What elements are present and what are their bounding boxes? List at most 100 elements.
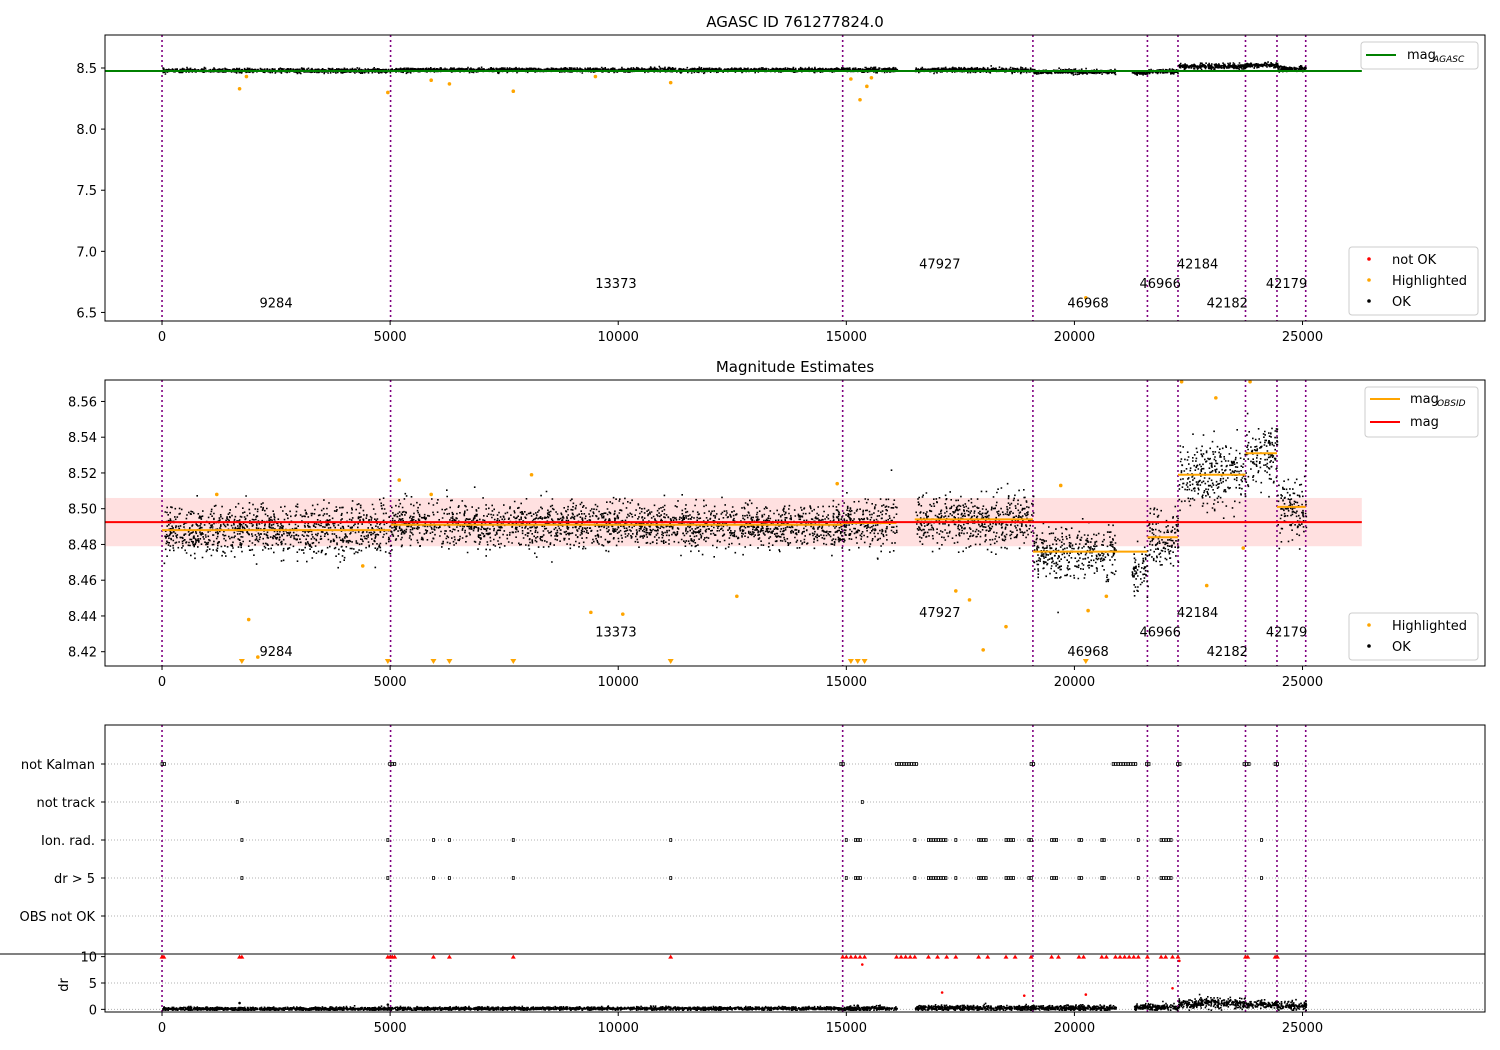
panel1-ytick-label: 7.0 (76, 245, 97, 260)
panel3-dr-clipped-marker (935, 954, 941, 959)
panel3-dr-clipped-marker (898, 954, 904, 959)
panel2-ytick-label: 8.56 (68, 395, 97, 410)
panel2-highlighted-point (246, 617, 251, 622)
panel3-dr-clipped-marker (668, 954, 674, 959)
panel3-xtick-label: 5000 (374, 1021, 407, 1036)
panel3-dr-clipped-marker (843, 954, 849, 959)
panel3-dr-clipped-marker (925, 954, 931, 959)
panel2-legend-marker (1367, 644, 1371, 648)
panel3-dr-clipped-marker (1126, 954, 1132, 959)
panel3-xtick-label: 10000 (598, 1021, 639, 1036)
panel3-dr-clipped-marker (1117, 954, 1123, 959)
panel2-highlighted-point (214, 492, 219, 497)
panel3-dr-clipped-marker (1099, 954, 1105, 959)
panel2-offscale-marker (854, 659, 861, 664)
panel3-dr-clipped-marker (1131, 954, 1137, 959)
panel2-offscale-marker (238, 659, 245, 664)
panel1-xtick-label: 10000 (598, 330, 639, 345)
panel1-highlighted-point (244, 74, 249, 79)
panel1-frame (104, 34, 1486, 322)
panel3-dr-clipped-marker (1081, 954, 1087, 959)
panel1-obsid-label: 42182 (1207, 297, 1248, 312)
panel1-xtick-label: 20000 (1054, 330, 1095, 345)
panel2-legend-marker (1367, 623, 1371, 627)
panel3-category-label: OBS not OK (20, 910, 96, 925)
panel2-highlighted-point (954, 589, 958, 593)
panel2-highlighted-point (967, 598, 972, 602)
panel3-category-label: Ion. rad. (41, 834, 95, 849)
panel1-highlighted-point (865, 84, 869, 89)
panel2-obsid-label: 42184 (1177, 606, 1218, 621)
panel1-legend-lines (1360, 41, 1479, 70)
panel2-highlighted-point (429, 492, 433, 497)
panel3-dr-clipped-marker (1012, 954, 1018, 959)
panel3-dr-clipped-marker (862, 954, 868, 959)
panel2-xtick-label: 25000 (1282, 675, 1323, 690)
panel3-dr-clipped-marker (848, 954, 854, 959)
panel3-dr-clipped-marker (392, 954, 398, 959)
panel2-highlighted-point (256, 655, 260, 659)
panel2-highlighted-point (1004, 624, 1008, 629)
panel3-dr-clipped-marker (1103, 954, 1109, 959)
panel2-obsid-label: 9284 (260, 645, 293, 660)
panel3-dr-clipped-marker (1003, 954, 1009, 959)
panel2-obsid-label: 42182 (1207, 645, 1248, 660)
panel3-dr-red-point (1022, 994, 1026, 997)
panel1-obsid-label: 46966 (1140, 277, 1181, 292)
panel3-dr-red-point (860, 963, 864, 966)
panel1-legend-marker (1367, 257, 1371, 261)
panel2-xtick-label: 0 (158, 675, 166, 690)
panel1-obsid-label: 42184 (1177, 257, 1218, 272)
panel3-dr-black-point (386, 1003, 390, 1006)
panel2-highlighted-point (589, 610, 593, 615)
panel1-legend-points (1348, 246, 1479, 316)
panel3-dr-clipped-marker (944, 954, 950, 959)
panel2-highlighted-point (397, 478, 402, 482)
panel3-dr-clipped-marker (852, 954, 858, 959)
panel3-dr-clipped-marker (1175, 954, 1181, 959)
panel1-obsid-label: 46968 (1067, 297, 1108, 312)
panel1-legend-label: not OK (1392, 253, 1437, 268)
panel2-offscale-marker (384, 659, 391, 664)
panel3-dr-clipped-marker (903, 954, 909, 959)
panel1-xtick-label: 15000 (826, 330, 867, 345)
panel2-highlighted-point (529, 472, 534, 477)
panel2-offscale-marker (430, 659, 437, 664)
panel3-dr-red-point (1178, 959, 1181, 963)
panel3-dr-clipped-marker (1274, 954, 1280, 959)
panel2-ytick-label: 8.42 (68, 646, 97, 661)
panel2-ytick-label: 8.44 (68, 610, 97, 625)
panel1-obsid-label: 42179 (1266, 277, 1307, 292)
panel2-obsid-label: 46968 (1067, 645, 1108, 660)
panel1-highlighted-point (429, 78, 433, 83)
panel1-ok-points (162, 61, 1307, 76)
panel3-dr-clipped-marker (1076, 954, 1082, 959)
panel2-offscale-marker (1082, 659, 1089, 664)
panel3-category-label: not Kalman (21, 758, 95, 773)
panel1-highlighted-point (386, 90, 390, 95)
panel2-highlighted-point (1058, 483, 1063, 488)
panel3-dr-red-point (1171, 986, 1174, 990)
panel3-dr-clipped-marker (907, 954, 913, 959)
panel1-legend-label: OK (1392, 295, 1411, 310)
panel3-xtick-label: 25000 (1282, 1021, 1323, 1036)
panel2-highlighted-point (1086, 608, 1090, 613)
panel2-legend-label: mag (1410, 392, 1439, 407)
panel2-frame (104, 379, 1486, 667)
panel3-category-label: not track (36, 796, 95, 811)
panel1-ytick-label: 8.0 (76, 123, 97, 138)
panel1-legend-marker (1367, 278, 1371, 282)
panel1-xtick-label: 5000 (374, 330, 407, 345)
panel3-dr-ytick-label: 10 (80, 951, 97, 966)
panel1-highlighted-point (858, 97, 862, 102)
panel2-obsid-label: 13373 (595, 626, 636, 641)
panel1-ytick-label: 7.5 (76, 184, 97, 199)
panel1-title: AGASC ID 761277824.0 (706, 13, 884, 31)
panel1-highlighted-point (511, 89, 516, 94)
panel2-highlighted-point (1248, 379, 1252, 384)
panel3-dr-clipped-marker (1028, 954, 1034, 959)
panel3-dr-clipped-marker (894, 954, 900, 959)
panel3-flag-markers (235, 800, 864, 804)
panel2-highlighted-point (360, 564, 365, 568)
panel3-dr-clipped-marker (1158, 954, 1164, 959)
